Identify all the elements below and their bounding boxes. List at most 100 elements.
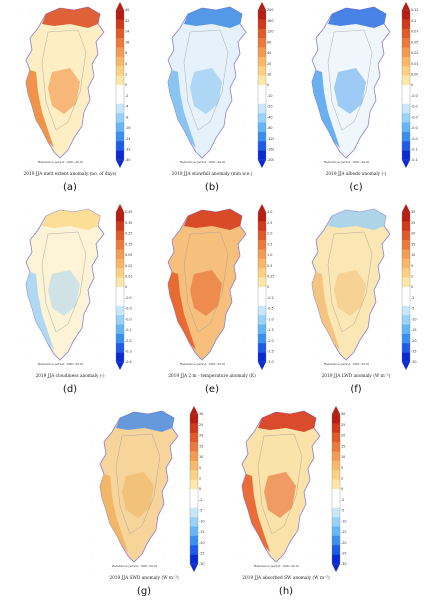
colorbar-step-b-2 xyxy=(258,28,266,39)
colorbar-d: 0.45 0.35 0.25 0.15 0.05 0.025 0.01 0 -0.01 -0.02… xyxy=(115,204,132,370)
anomaly-zone-central-c xyxy=(334,68,366,114)
colorbar-step-a-12 xyxy=(116,122,124,133)
panel-b: 200 160 120 80 40 20 10 0 -10 -20 -40 -80 -120 -160 -2… xyxy=(150,2,274,193)
colorbar-tick-h-8: -2 xyxy=(341,498,344,502)
anomaly-zone-central-h xyxy=(264,472,296,518)
colorbar-step-h-4 xyxy=(332,451,340,462)
panel-h: 30 25 20 15 10 5 2 0 -2 -5 -10 -15 -20 -25 -30 Referenc… xyxy=(224,406,348,597)
colorbar-tick-a-12: -24 xyxy=(125,137,131,141)
colorbar-tick-g-0: 30 xyxy=(199,412,203,416)
colorbar-tick-g-6: 2 xyxy=(199,476,201,480)
colorbar-step-g-0 xyxy=(190,414,198,424)
colorbar-tick-g-11: -15 xyxy=(199,530,205,534)
colorbar-tick-h-0: 30 xyxy=(341,412,345,416)
colorbar-arrow-top-d xyxy=(116,204,124,212)
colorbar-tick-d-13: -0.35 xyxy=(125,349,132,353)
colorbar-arrow-top-e xyxy=(258,204,266,212)
anomaly-zone-north-b xyxy=(184,7,242,28)
colorbar-step-f-12 xyxy=(402,324,410,335)
colorbar-tick-f-14: -30 xyxy=(411,360,417,364)
anomaly-zone-west-a xyxy=(26,70,54,148)
colorbar-step-f-4 xyxy=(402,249,410,260)
anomaly-zone-west-d xyxy=(26,272,54,350)
colorbar-step-f-15 xyxy=(402,352,410,363)
greenland-map-c xyxy=(303,6,391,167)
anomaly-zone-north-d xyxy=(42,209,100,230)
colorbar-step-e-0 xyxy=(258,212,266,222)
reference-period-d: Reference period: 1981–2010 xyxy=(38,362,84,366)
colorbar-step-a-10 xyxy=(116,103,124,114)
colorbar-tick-f-12: -20 xyxy=(411,339,417,343)
colorbar-step-f-10 xyxy=(402,305,410,316)
panel-label-c: (c) xyxy=(349,182,363,193)
anomaly-zone-west-g xyxy=(100,474,128,552)
colorbar-tick-e-3: 1.5 xyxy=(267,242,272,246)
anomaly-zone-central-b xyxy=(190,68,222,114)
colorbar-arrow-bottom-d xyxy=(116,362,124,370)
anomaly-zone-central-a xyxy=(48,68,80,114)
colorbar-tick-a-1: 32 xyxy=(125,19,129,23)
panel-label-h: (h) xyxy=(278,586,294,597)
colorbar-tick-b-4: 40 xyxy=(267,51,271,55)
anomaly-zone-north-f xyxy=(328,209,386,230)
colorbar-tick-c-3: 0.05 xyxy=(411,40,418,44)
colorbar-step-b-6 xyxy=(258,66,266,76)
colorbar-step-d-3 xyxy=(116,240,124,250)
colorbar-tick-b-12: -120 xyxy=(267,137,274,141)
colorbar-tick-h-5: 5 xyxy=(341,466,343,470)
colorbar-step-g-3 xyxy=(190,442,198,452)
reference-period-c: Reference period: 1981–2010 xyxy=(324,160,370,164)
panel-title-a: 2019 JJA melt extent anomaly (no. of day… xyxy=(23,172,117,177)
colorbar-tick-h-9: -5 xyxy=(341,509,344,513)
colorbar-step-b-10 xyxy=(258,103,266,114)
colorbar-tick-g-1: 25 xyxy=(199,423,203,427)
colorbar-c: 0.125 0.1 0.075 0.05 0.025 0.01 0.005 0 -0.005 -0… xyxy=(401,2,418,168)
panel-label-f: (f) xyxy=(350,384,362,395)
colorbar-tick-b-10: -40 xyxy=(267,115,273,119)
colorbar-tick-d-1: 0.35 xyxy=(125,221,132,225)
reference-period-a: Reference period: 1981–2010 xyxy=(38,160,84,164)
colorbar-tick-b-7: 0 xyxy=(267,83,269,87)
colorbar-step-a-13 xyxy=(116,131,124,142)
colorbar-step-c-1 xyxy=(402,19,410,30)
colorbar-step-e-10 xyxy=(258,305,266,316)
colorbar-tick-g-9: -5 xyxy=(199,509,202,513)
panel-title-e: 2019 JJA 2 m - temperature anomaly (K) xyxy=(168,374,256,379)
colorbar-tick-f-6: 2 xyxy=(411,274,413,278)
colorbar-tick-e-14: -3.0 xyxy=(267,360,274,364)
panel-e: 3.0 2.5 2.0 1.5 1.0 0.5 0.25 0 -0.25 -0.5 -1.0 -1.5… xyxy=(150,204,274,395)
colorbar-step-b-8 xyxy=(258,85,266,95)
colorbar-tick-d-14: -0.45 xyxy=(125,360,132,364)
colorbar-tick-h-13: -25 xyxy=(341,551,347,555)
colorbar-step-d-8 xyxy=(116,287,124,297)
colorbar-step-h-8 xyxy=(332,489,340,499)
colorbar-step-d-15 xyxy=(116,352,124,363)
anomaly-zone-north-h xyxy=(258,411,316,432)
colorbar-arrow-bottom-e xyxy=(258,362,266,370)
colorbar-step-c-2 xyxy=(402,28,410,39)
colorbar-step-d-7 xyxy=(116,277,124,288)
colorbar-tick-f-10: -10 xyxy=(411,317,417,321)
colorbar-tick-e-13: -2.5 xyxy=(267,349,274,353)
colorbar-step-a-0 xyxy=(116,10,124,20)
colorbar-step-a-15 xyxy=(116,150,124,161)
greenland-map-f xyxy=(303,208,391,369)
colorbar-step-b-11 xyxy=(258,113,266,123)
colorbar-step-c-4 xyxy=(402,47,410,58)
colorbar-step-a-9 xyxy=(116,94,124,105)
colorbar-step-c-9 xyxy=(402,94,410,105)
colorbar-tick-e-1: 2.5 xyxy=(267,221,272,225)
anomaly-zone-north-e xyxy=(184,209,242,230)
colorbar-tick-f-4: 10 xyxy=(411,253,415,257)
colorbar-step-e-8 xyxy=(258,287,266,297)
colorbar-tick-b-11: -80 xyxy=(267,126,273,130)
colorbar-tick-h-10: -10 xyxy=(341,519,347,523)
colorbar-tick-d-12: -0.25 xyxy=(125,339,132,343)
colorbar-step-b-15 xyxy=(258,150,266,161)
colorbar-step-g-9 xyxy=(190,498,198,509)
colorbar-arrow-top-b xyxy=(258,2,266,10)
colorbar-tick-e-5: 0.5 xyxy=(267,264,272,268)
colorbar-arrow-top-c xyxy=(402,2,410,10)
